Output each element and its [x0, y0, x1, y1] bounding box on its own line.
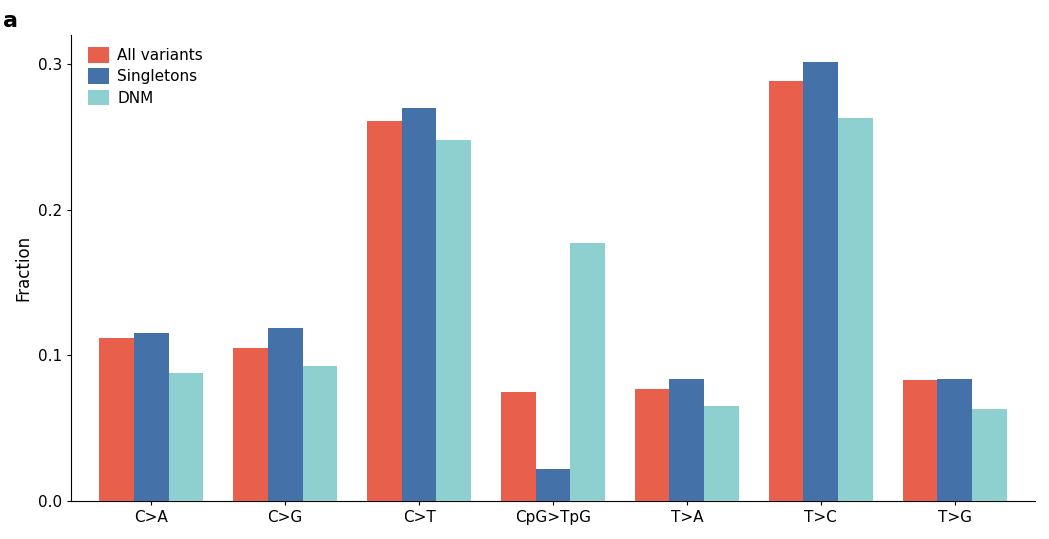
Bar	[267, 328, 302, 501]
Bar	[169, 373, 204, 501]
Bar	[367, 121, 402, 501]
Bar	[302, 365, 338, 501]
Bar	[769, 81, 804, 501]
Bar	[635, 389, 669, 501]
Bar	[133, 334, 169, 501]
Bar	[99, 338, 133, 501]
Bar	[571, 243, 605, 501]
Bar	[704, 406, 740, 501]
Legend: All variants, Singletons, DNM: All variants, Singletons, DNM	[88, 47, 202, 106]
Text: a: a	[3, 11, 18, 31]
Bar	[536, 469, 571, 501]
Bar	[402, 107, 436, 501]
Bar	[838, 118, 873, 501]
Bar	[669, 378, 704, 501]
Y-axis label: Fraction: Fraction	[14, 235, 31, 301]
Bar	[972, 409, 1007, 501]
Bar	[804, 63, 838, 501]
Bar	[233, 348, 267, 501]
Bar	[902, 380, 938, 501]
Bar	[938, 378, 972, 501]
Bar	[500, 392, 536, 501]
Bar	[436, 140, 471, 501]
